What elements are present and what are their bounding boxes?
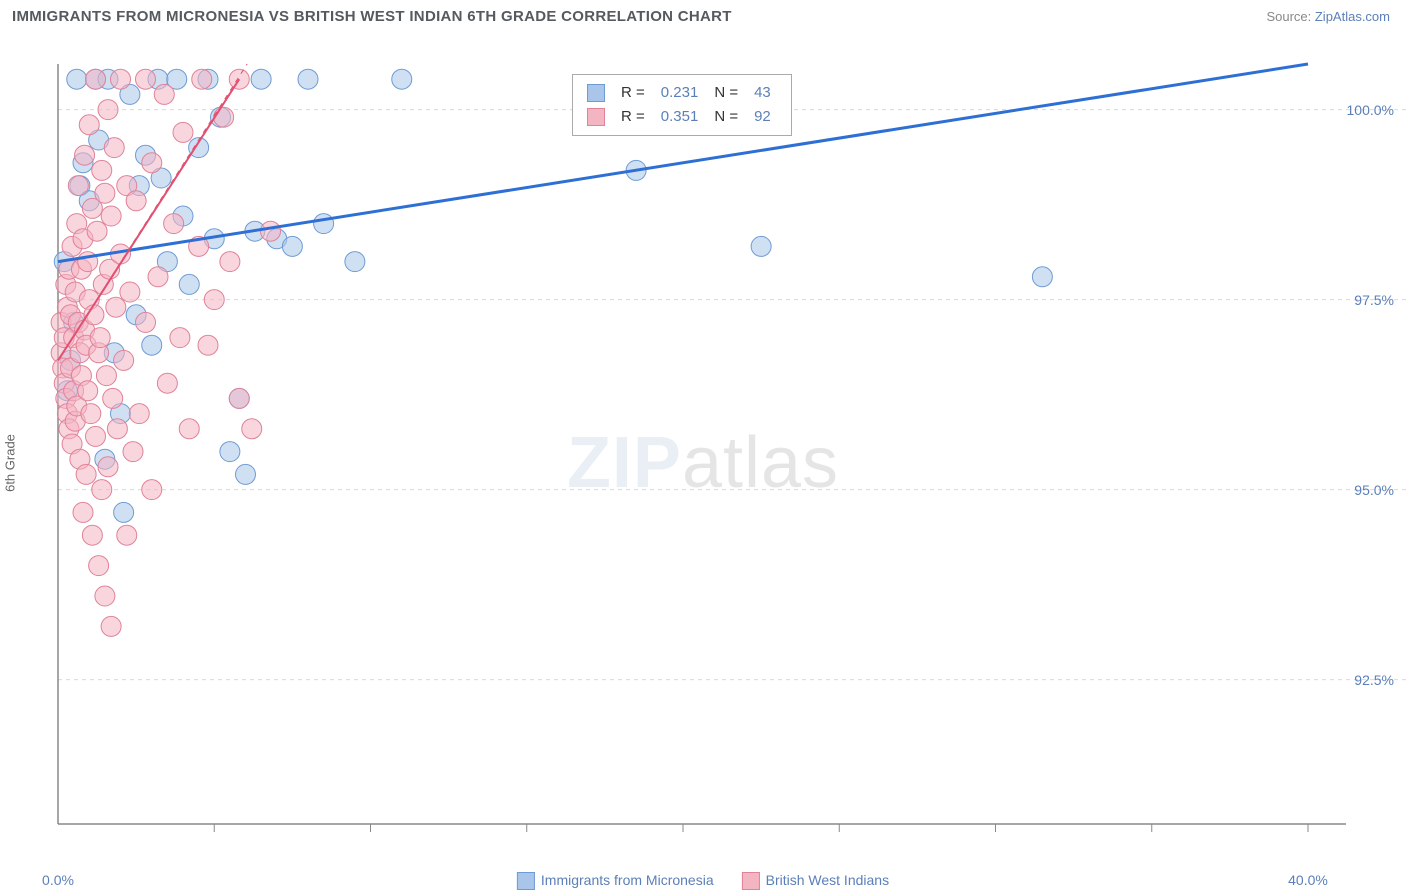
data-point bbox=[148, 267, 168, 287]
data-point bbox=[92, 480, 112, 500]
legend-swatch bbox=[587, 84, 605, 102]
correlation-legend: R =0.231 N =43 R =0.351 N =92 bbox=[572, 74, 792, 136]
source-attribution: Source: ZipAtlas.com bbox=[1266, 9, 1390, 24]
data-point bbox=[179, 419, 199, 439]
data-point bbox=[101, 616, 121, 636]
data-point bbox=[89, 556, 109, 576]
data-point bbox=[73, 502, 93, 522]
data-point bbox=[142, 480, 162, 500]
y-tick-label: 92.5% bbox=[1354, 672, 1394, 688]
source-link[interactable]: ZipAtlas.com bbox=[1315, 9, 1390, 24]
data-point bbox=[1032, 267, 1052, 287]
data-point bbox=[120, 282, 140, 302]
legend-row: R =0.351 N =92 bbox=[587, 105, 777, 129]
scatter-plot bbox=[0, 34, 1406, 854]
data-point bbox=[87, 221, 107, 241]
data-point bbox=[86, 426, 106, 446]
legend-swatch bbox=[742, 872, 760, 890]
data-point bbox=[214, 107, 234, 127]
data-point bbox=[78, 381, 98, 401]
data-point bbox=[81, 404, 101, 424]
data-point bbox=[198, 335, 218, 355]
data-point bbox=[164, 214, 184, 234]
data-point bbox=[75, 145, 95, 165]
data-point bbox=[107, 419, 127, 439]
data-point bbox=[79, 115, 99, 135]
data-point bbox=[111, 69, 131, 89]
data-point bbox=[67, 69, 87, 89]
legend-row: R =0.231 N =43 bbox=[587, 81, 777, 105]
data-point bbox=[90, 328, 110, 348]
y-tick-label: 97.5% bbox=[1354, 292, 1394, 308]
data-point bbox=[92, 160, 112, 180]
legend-label: British West Indians bbox=[766, 872, 889, 888]
data-point bbox=[142, 153, 162, 173]
data-point bbox=[261, 221, 281, 241]
data-point bbox=[126, 191, 146, 211]
data-point bbox=[142, 335, 162, 355]
data-point bbox=[103, 388, 123, 408]
data-point bbox=[298, 69, 318, 89]
data-point bbox=[95, 586, 115, 606]
data-point bbox=[114, 502, 134, 522]
data-point bbox=[101, 206, 121, 226]
data-point bbox=[136, 69, 156, 89]
data-point bbox=[123, 442, 143, 462]
series-legend: Immigrants from Micronesia British West I… bbox=[517, 872, 889, 890]
chart-title: IMMIGRANTS FROM MICRONESIA VS BRITISH WE… bbox=[12, 8, 732, 25]
source-label: Source: bbox=[1266, 9, 1314, 24]
data-point bbox=[345, 252, 365, 272]
y-tick-label: 95.0% bbox=[1354, 482, 1394, 498]
data-point bbox=[204, 290, 224, 310]
data-point bbox=[136, 312, 156, 332]
data-point bbox=[106, 297, 126, 317]
data-point bbox=[220, 252, 240, 272]
legend-swatch bbox=[517, 872, 535, 890]
data-point bbox=[392, 69, 412, 89]
chart-header: IMMIGRANTS FROM MICRONESIA VS BRITISH WE… bbox=[0, 0, 1406, 29]
data-point bbox=[104, 138, 124, 158]
data-point bbox=[314, 214, 334, 234]
data-point bbox=[751, 236, 771, 256]
x-tick-label: 0.0% bbox=[42, 872, 74, 888]
data-point bbox=[96, 366, 116, 386]
y-tick-label: 100.0% bbox=[1347, 102, 1394, 118]
legend-item: Immigrants from Micronesia bbox=[517, 872, 714, 890]
data-point bbox=[170, 328, 190, 348]
data-point bbox=[179, 274, 199, 294]
data-point bbox=[98, 100, 118, 120]
chart-area: 6th Grade 92.5%95.0%97.5%100.0% 0.0%40.0… bbox=[0, 34, 1406, 892]
data-point bbox=[282, 236, 302, 256]
data-point bbox=[173, 122, 193, 142]
data-point bbox=[95, 183, 115, 203]
data-point bbox=[192, 69, 212, 89]
legend-label: Immigrants from Micronesia bbox=[541, 872, 714, 888]
data-point bbox=[154, 84, 174, 104]
x-tick-label: 40.0% bbox=[1288, 872, 1328, 888]
data-point bbox=[242, 419, 262, 439]
data-point bbox=[251, 69, 271, 89]
legend-swatch bbox=[587, 108, 605, 126]
data-point bbox=[229, 388, 249, 408]
data-point bbox=[68, 176, 88, 196]
data-point bbox=[129, 404, 149, 424]
legend-item: British West Indians bbox=[742, 872, 889, 890]
data-point bbox=[86, 69, 106, 89]
data-point bbox=[76, 464, 96, 484]
data-point bbox=[98, 457, 118, 477]
data-point bbox=[229, 69, 249, 89]
data-point bbox=[117, 525, 137, 545]
data-point bbox=[220, 442, 240, 462]
data-point bbox=[157, 373, 177, 393]
data-point bbox=[114, 350, 134, 370]
data-point bbox=[236, 464, 256, 484]
data-point bbox=[82, 525, 102, 545]
